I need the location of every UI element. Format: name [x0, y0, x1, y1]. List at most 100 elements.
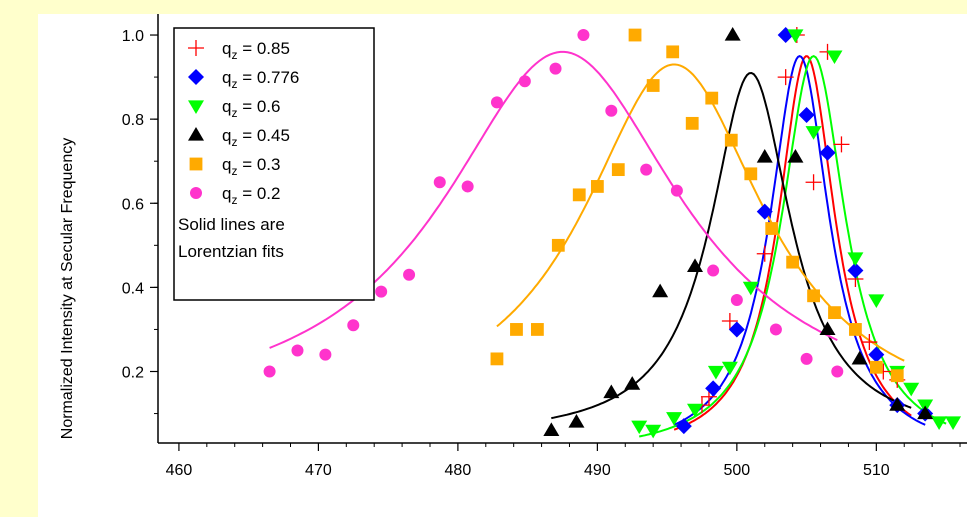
legend-marker: [188, 100, 204, 114]
data-point: [805, 174, 822, 191]
data-point: [666, 45, 680, 59]
data-points: [263, 27, 962, 439]
data-point: [826, 50, 843, 65]
legend-label-prefix: q: [222, 126, 231, 145]
data-point: [705, 91, 719, 105]
x-tick-label: 480: [445, 462, 472, 479]
data-point: [819, 144, 836, 161]
data-point: [730, 294, 743, 306]
data-point: [756, 203, 773, 220]
data-point: [787, 29, 804, 44]
y-axis-title: Normalized Intensity at Secular Frequenc…: [59, 138, 76, 439]
data-point: [590, 180, 604, 193]
data-point: [624, 376, 641, 390]
legend-label: qz = 0.3: [222, 155, 280, 178]
data-point: [807, 289, 820, 303]
legend-box: [173, 27, 375, 301]
data-point: [646, 79, 660, 92]
data-point: [756, 149, 773, 163]
data-point: [603, 384, 620, 399]
data-point: [347, 319, 360, 332]
legend-label-prefix: q: [222, 39, 231, 58]
data-point: [490, 352, 504, 366]
data-point: [847, 262, 864, 279]
data-point: [510, 323, 523, 336]
axes: 460 470 480 490 500 510 0.2 0.4 0.6 0.8 1.0: [122, 14, 967, 479]
x-tick-label: 510: [863, 462, 890, 479]
data-point: [861, 334, 878, 351]
legend-label-subscript: z: [231, 77, 237, 91]
data-point: [721, 313, 738, 330]
legend-label-subscript: z: [231, 164, 237, 178]
data-point: [805, 126, 822, 140]
legend-label: qz = 0.45: [222, 126, 290, 149]
data-point: [890, 369, 904, 383]
legend-label-suffix: = 0.6: [237, 97, 280, 116]
data-point: [319, 348, 332, 361]
legend-label-prefix: q: [222, 97, 231, 116]
y-tick-label: 0.6: [122, 196, 144, 213]
legend-label: qz = 0.776: [222, 68, 299, 91]
data-point: [868, 294, 885, 308]
data-point: [551, 238, 565, 252]
legend-marker: [188, 127, 204, 141]
legend-marker: [189, 157, 203, 171]
fit-curve: [551, 71, 912, 420]
data-point: [670, 184, 683, 197]
data-point: [543, 422, 560, 436]
data-point: [769, 323, 782, 336]
legend-label-suffix: = 0.3: [237, 155, 280, 174]
data-point: [530, 323, 544, 336]
data-point: [675, 418, 692, 435]
y-tick-label: 0.2: [122, 365, 144, 382]
data-point: [640, 163, 653, 176]
data-point: [291, 344, 304, 357]
data-point: [724, 133, 738, 147]
plot-area: 460 470 480 490 500 510 0.2 0.4 0.6 0.8 1.0 qz = 0…: [38, 14, 967, 517]
data-point: [721, 361, 738, 376]
data-point: [518, 75, 531, 88]
data-point: [831, 365, 844, 378]
data-point: [687, 403, 704, 418]
legend-label: qz = 0.85: [222, 39, 290, 62]
legend-label-suffix: = 0.85: [237, 39, 289, 58]
data-point: [777, 69, 794, 86]
data-point: [819, 321, 836, 336]
data-point: [765, 222, 779, 235]
data-point: [744, 167, 758, 181]
data-point: [868, 346, 885, 363]
data-point: [869, 360, 883, 374]
legend-label: qz = 0.6: [222, 97, 280, 120]
data-point: [490, 96, 503, 109]
data-point: [375, 285, 388, 298]
data-point: [724, 27, 741, 41]
data-point: [828, 306, 841, 320]
data-point: [568, 413, 585, 428]
data-point: [851, 350, 868, 365]
data-point: [787, 149, 804, 163]
y-tick-label: 1.0: [122, 28, 144, 45]
data-point: [742, 281, 759, 296]
legend-marker: [188, 69, 204, 85]
data-point: [572, 188, 586, 202]
legend-label: qz = 0.2: [222, 184, 280, 207]
data-point: [728, 321, 745, 338]
legend-marker: [190, 187, 202, 199]
data-point: [707, 365, 724, 380]
data-point: [931, 416, 948, 430]
x-tick-label: 500: [724, 462, 751, 479]
legend-label-suffix: = 0.45: [237, 126, 289, 145]
data-point: [833, 136, 850, 153]
legend-label-subscript: z: [231, 48, 237, 62]
data-point: [847, 252, 864, 266]
data-point: [705, 380, 722, 397]
data-point: [263, 365, 276, 378]
data-point: [917, 405, 934, 420]
y-tick-label: 0.8: [122, 112, 144, 129]
data-point: [798, 106, 815, 123]
data-point: [461, 180, 474, 193]
data-point: [687, 258, 704, 272]
data-point: [666, 412, 683, 426]
data-point: [611, 163, 625, 177]
